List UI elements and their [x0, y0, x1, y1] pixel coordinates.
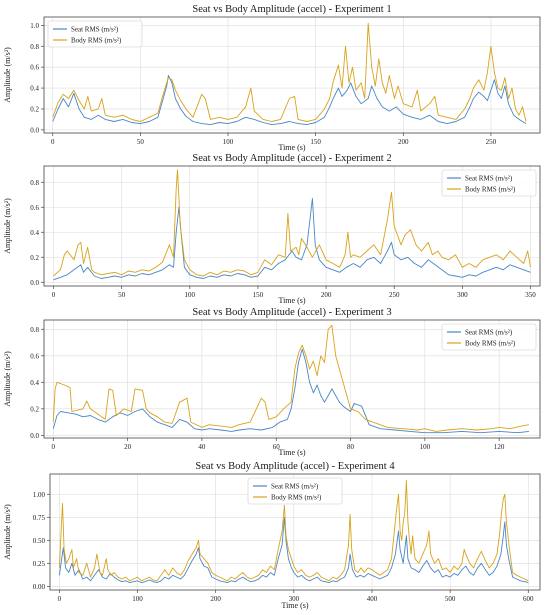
chart-experiment-4: 0 100 200 300 400 500 600 0.00 0.25 0.50 0.75 1.00 S… [3, 461, 541, 610]
legend-body-label: Body RMS (m/s²) [271, 494, 322, 502]
chart-experiment-2: 0 50 100 150 200 250 300 350 0.0 0.2 0.4 0.6 0.8 Seat… [3, 153, 541, 305]
legend-seat-label: Seat RMS (m/s²) [271, 483, 319, 491]
x-tick-label: 250 [389, 291, 400, 299]
chart-title: Seat vs Body Amplitude (accel) - Experim… [192, 307, 391, 318]
y-axis-label: Amplitude (m/s²) [3, 351, 12, 407]
legend-body-label: Body RMS (m/s²) [71, 37, 122, 45]
y-tick-label: 0.2 [30, 105, 39, 113]
legend: Seat RMS (m/s²) Body RMS (m/s²) [441, 169, 537, 197]
x-tick-label: 120 [494, 443, 505, 451]
legend-box [441, 323, 537, 351]
y-axis-label: Amplitude (m/s²) [3, 47, 12, 103]
x-tick-label: 50 [118, 291, 126, 299]
x-tick-label: 200 [321, 291, 332, 299]
body-rms-line [58, 479, 529, 582]
y-tick-label: 0.0 [30, 279, 39, 287]
y-axis-label: Amplitude (m/s²) [3, 198, 12, 254]
legend-body-label: Body RMS (m/s²) [465, 186, 516, 194]
x-axis-label: Time (s) [278, 448, 305, 457]
x-tick-label: 300 [289, 595, 300, 603]
x-tick-label: 600 [523, 595, 534, 603]
legend: Seat RMS (m/s²) Body RMS (m/s²) [47, 20, 143, 48]
body-rms-line [52, 324, 529, 432]
y-tick-label: 0.0 [30, 432, 39, 440]
plot-frame [49, 473, 541, 591]
x-tick-label: 300 [457, 291, 468, 299]
x-tick-label: 400 [367, 595, 378, 603]
x-tick-label: 0 [52, 291, 56, 299]
x-tick-label: 100 [223, 138, 234, 146]
x-tick-label: 150 [310, 138, 321, 146]
y-tick-label: 0.2 [30, 254, 39, 262]
chart-title: Seat vs Body Amplitude (accel) - Experim… [195, 461, 395, 472]
y-tick-label: 0.4 [30, 85, 39, 93]
x-tick-label: 150 [253, 291, 264, 299]
x-tick-label: 40 [198, 443, 206, 451]
x-axis-label: Time (s) [281, 601, 308, 610]
x-tick-label: 200 [210, 595, 221, 603]
x-tick-label: 250 [486, 138, 497, 146]
grid [44, 320, 540, 438]
body-rms-line [52, 22, 527, 122]
y-tick-label: 0.6 [30, 352, 39, 360]
chart-experiment-1: 0 50 100 150 200 250 0.0 0.2 0.4 0.6 0.8 1.0 Seat vs… [3, 4, 541, 152]
y-tick-label: 0.8 [30, 43, 39, 51]
seat-rms-line [52, 75, 527, 126]
y-tick-label: 0.00 [33, 583, 46, 591]
legend-seat-label: Seat RMS (m/s²) [465, 329, 513, 337]
x-tick-label: 60 [273, 443, 281, 451]
grid [50, 474, 540, 590]
y-tick-label: 0.2 [30, 405, 39, 413]
legend-box [441, 169, 537, 197]
x-tick-label: 0 [58, 595, 62, 603]
chart-title: Seat vs Body Amplitude (accel) - Experim… [192, 153, 391, 164]
seat-rms-line [53, 198, 531, 281]
x-tick-label: 20 [124, 443, 132, 451]
legend: Seat RMS (m/s²) Body RMS (m/s²) [247, 477, 343, 505]
x-axis-label: Time (s) [278, 296, 305, 305]
x-tick-label: 80 [347, 443, 355, 451]
legend-box [247, 477, 343, 505]
x-tick-label: 200 [398, 138, 409, 146]
y-tick-label: 0.4 [30, 229, 39, 237]
x-tick-label: 100 [185, 291, 196, 299]
y-tick-label: 0.0 [30, 126, 39, 134]
seat-rms-line [58, 516, 529, 584]
plot-frame [43, 16, 541, 134]
y-tick-label: 0.50 [33, 537, 46, 545]
y-tick-label: 0.8 [30, 179, 39, 187]
legend-seat-label: Seat RMS (m/s²) [71, 26, 119, 34]
y-tick-label: 0.25 [33, 560, 46, 568]
chart-title: Seat vs Body Amplitude (accel) - Experim… [192, 4, 391, 15]
y-tick-label: 0.6 [30, 204, 39, 212]
chart-experiment-3: 0 20 40 60 80 100 120 0.0 0.2 0.4 0.6 0.8 Seat vs Bo… [3, 307, 541, 457]
y-tick-label: 0.6 [30, 64, 39, 72]
plot-frame [43, 165, 541, 287]
body-rms-line [53, 169, 531, 277]
y-tick-label: 1.0 [30, 22, 39, 30]
x-tick-label: 0 [51, 138, 55, 146]
legend: Seat RMS (m/s²) Body RMS (m/s²) [441, 323, 537, 351]
x-axis-label: Time (s) [278, 143, 305, 152]
y-axis-label: Amplitude (m/s²) [3, 504, 12, 560]
seat-rms-line [52, 348, 529, 434]
x-tick-label: 50 [137, 138, 145, 146]
x-tick-label: 500 [445, 595, 456, 603]
y-tick-label: 0.8 [30, 326, 39, 334]
x-tick-label: 350 [525, 291, 536, 299]
y-tick-label: 0.4 [30, 379, 39, 387]
x-tick-label: 100 [132, 595, 143, 603]
legend-seat-label: Seat RMS (m/s²) [465, 175, 513, 183]
x-tick-label: 100 [420, 443, 431, 451]
plot-frame [43, 319, 541, 439]
y-tick-label: 0.75 [33, 514, 46, 522]
legend-box [47, 20, 143, 48]
y-tick-label: 1.00 [33, 491, 46, 499]
legend-body-label: Body RMS (m/s²) [465, 340, 516, 348]
x-tick-label: 0 [52, 443, 56, 451]
